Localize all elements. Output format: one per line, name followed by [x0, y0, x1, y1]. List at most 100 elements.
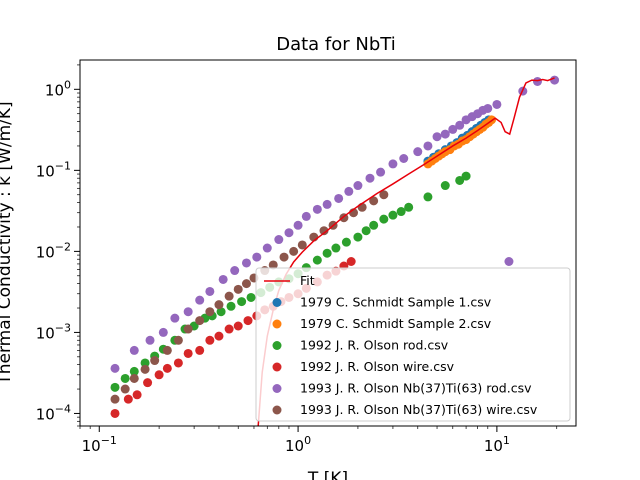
- legend-label-1979-c-schmidt-sample-2-csv: 1979 C. Schmidt Sample 2.csv: [300, 316, 492, 331]
- data-point: [129, 345, 139, 355]
- data-point: [110, 408, 120, 418]
- data-point: [162, 363, 172, 373]
- x-tick-label: 10−1: [82, 434, 117, 455]
- legend-box: [255, 267, 571, 422]
- data-point: [262, 243, 272, 253]
- legend-label-1992-j-r-olson-wire-csv: 1992 J. R. Olson wire.csv: [300, 359, 455, 374]
- data-point: [183, 324, 193, 334]
- y-tick-label: 10−1: [36, 159, 71, 180]
- data-point: [369, 220, 379, 230]
- data-point: [110, 394, 120, 404]
- data-point: [120, 373, 130, 383]
- legend-marker-1993-j-r-olson-nb-37-ti-63-rod-csv: [272, 384, 282, 393]
- data-point: [293, 220, 303, 230]
- data-point: [440, 129, 450, 139]
- data-point: [455, 175, 465, 185]
- data-point: [376, 167, 386, 177]
- data-point: [205, 286, 215, 296]
- data-point: [399, 154, 409, 163]
- y-tick-label: 100: [45, 78, 71, 99]
- data-point: [110, 382, 120, 392]
- data-point: [268, 260, 278, 270]
- data-point: [195, 295, 205, 305]
- data-point: [224, 291, 234, 301]
- y-tick-label: 10−2: [36, 240, 71, 261]
- data-point: [158, 327, 168, 337]
- data-point: [448, 124, 458, 134]
- legend-marker-1992-j-r-olson-wire-csv: [272, 362, 282, 372]
- legend-label-1992-j-r-olson-rod-csv: 1992 J. R. Olson rod.csv: [300, 338, 449, 353]
- series-1993-j-r-olson-nb-37-ti-63-rod-csv: [110, 75, 560, 373]
- data-point: [379, 214, 389, 224]
- data-point: [140, 364, 150, 374]
- data-point: [246, 292, 256, 302]
- data-point: [423, 141, 433, 151]
- data-point: [183, 348, 193, 358]
- data-point: [483, 103, 493, 113]
- data-point: [170, 313, 180, 323]
- data-point: [205, 335, 215, 345]
- data-point: [123, 394, 133, 404]
- data-point: [214, 331, 224, 341]
- x-tick-label: 101: [484, 434, 510, 455]
- data-point: [241, 279, 251, 289]
- data-point: [404, 202, 414, 212]
- data-point: [297, 240, 307, 250]
- data-point: [341, 237, 351, 247]
- legend-marker-1979-c-schmidt-sample-2-csv: [272, 319, 282, 329]
- data-point: [218, 274, 228, 284]
- y-axis-label: Thermal Conductivity : k [W/m/K]: [0, 101, 15, 385]
- data-point: [154, 370, 164, 380]
- data-point: [132, 390, 142, 400]
- data-point: [504, 257, 514, 266]
- data-point: [226, 301, 236, 311]
- data-point: [353, 181, 363, 191]
- data-point: [379, 190, 389, 200]
- data-point: [216, 307, 226, 317]
- data-point: [284, 228, 294, 238]
- data-point: [162, 345, 172, 355]
- data-point: [312, 255, 322, 265]
- data-point: [214, 300, 224, 310]
- plot-frame: [79, 59, 577, 427]
- data-point: [195, 316, 205, 326]
- data-point: [241, 258, 251, 268]
- x-tick-label: 100: [285, 434, 311, 455]
- x-axis: 10−1 100 101: [79, 426, 558, 455]
- data-point: [353, 232, 363, 242]
- data-point: [224, 324, 234, 334]
- data-point: [230, 266, 240, 276]
- data-point: [365, 173, 375, 183]
- legend-label-1993-j-r-olson-nb-37-ti-63-rod-csv: 1993 J. R. Olson Nb(37)Ti(63) rod.csv: [300, 381, 532, 396]
- data-point: [369, 196, 379, 206]
- legend-marker-1993-j-r-olson-nb-37-ti-63-wire-csv: [272, 405, 282, 415]
- data-point: [173, 358, 183, 368]
- data-point: [440, 181, 450, 191]
- data-point: [532, 76, 542, 86]
- data-point: [361, 226, 371, 236]
- data-point: [396, 207, 406, 217]
- data-point: [423, 192, 433, 202]
- legend-marker-1992-j-r-olson-rod-csv: [272, 341, 282, 350]
- legend-label-1993-j-r-olson-nb-37-ti-63-wire-csv: 1993 J. R. Olson Nb(37)Ti(63) wire.csv: [300, 402, 538, 417]
- data-point: [143, 378, 153, 388]
- chart-title: Data for NbTi: [276, 34, 396, 55]
- data-point: [322, 248, 332, 258]
- data-point: [233, 284, 243, 294]
- y-tick-label: 10−3: [36, 321, 71, 342]
- data-point: [388, 210, 398, 220]
- data-point: [322, 199, 332, 209]
- data-point: [312, 204, 322, 214]
- data-point: [274, 235, 284, 245]
- legend-marker-1979-c-schmidt-sample-1-csv: [272, 298, 282, 307]
- data-point: [243, 316, 253, 326]
- data-point: [145, 335, 155, 345]
- data-point: [334, 193, 344, 203]
- data-point: [140, 358, 150, 368]
- legend: Fit 1979 C. Schmidt Sample 1.csv 1979 C. …: [255, 267, 571, 422]
- data-point: [413, 147, 423, 157]
- data-point: [233, 321, 243, 331]
- data-point: [120, 384, 130, 394]
- data-point: [173, 335, 183, 345]
